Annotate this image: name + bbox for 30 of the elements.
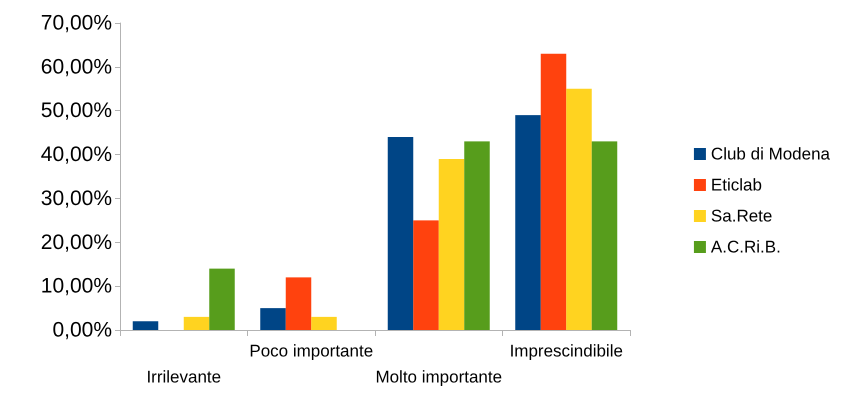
legend-label: Eticlab (710, 176, 762, 194)
bar (540, 54, 566, 330)
x-tick-label: Molto importante (375, 368, 502, 386)
y-tick-label: 60,00% (40, 55, 112, 78)
bar (464, 141, 490, 330)
y-tick-label: 40,00% (40, 143, 112, 166)
x-tick-label: Imprescindibile (510, 342, 623, 360)
bar (566, 88, 592, 330)
bar (132, 321, 158, 330)
x-tick-label: Irrilevante (146, 368, 222, 386)
bar (260, 308, 286, 330)
y-tick-label: 20,00% (40, 230, 112, 254)
y-tick-label: 70,00% (40, 12, 112, 34)
y-tick-label: 10,00% (40, 274, 112, 298)
bar (413, 220, 439, 330)
bar (184, 316, 210, 330)
x-tick-label: Poco importante (249, 342, 374, 360)
y-tick-label: 50,00% (40, 99, 112, 122)
bar (592, 141, 618, 330)
legend-label: Sa.Rete (710, 206, 772, 226)
bar (209, 268, 235, 330)
bar (515, 115, 541, 330)
bar (311, 316, 337, 330)
bar (438, 158, 464, 330)
bar (388, 137, 414, 330)
bar (286, 277, 312, 330)
y-tick-label: 0,00% (52, 318, 112, 342)
y-tick-label: 30,00% (40, 186, 112, 210)
legend-label: Club di Modena (710, 144, 831, 164)
legend-label: A.C.Ri.B. (710, 238, 781, 256)
